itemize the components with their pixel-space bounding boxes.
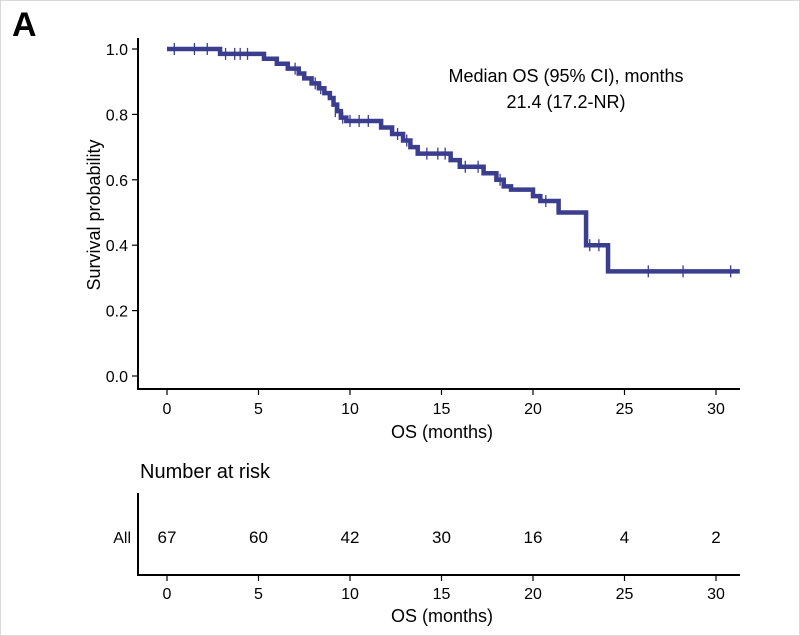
x-tick-label: 20: [524, 401, 542, 418]
risk-x-tick-label: 30: [707, 586, 725, 603]
risk-x-tick-label: 10: [341, 586, 359, 603]
x-axis-label: OS (months): [391, 422, 493, 442]
risk-value: 2: [711, 528, 720, 547]
risk-table-title: Number at risk: [140, 461, 271, 483]
median-os-annotation-value: 21.4 (17.2-NR): [506, 92, 625, 112]
x-tick-label: 10: [341, 401, 359, 418]
risk-value: 60: [249, 528, 268, 547]
risk-row-label: All: [113, 530, 131, 547]
risk-x-axis-ticks: 0 5 10 15 20 25 30: [163, 575, 725, 603]
survival-curve-line-all: [167, 46, 740, 274]
censor-marks: [173, 43, 732, 278]
risk-values: 67 60 42 30 16 4 2: [158, 528, 721, 547]
x-tick-label: 15: [433, 401, 451, 418]
panel-label: A: [12, 6, 37, 44]
x-tick-label: 5: [254, 401, 263, 418]
y-tick-label: 0.4: [106, 238, 128, 255]
y-tick-label: 1.0: [106, 42, 128, 59]
risk-x-tick-label: 15: [433, 586, 451, 603]
y-tick-label: 0.0: [106, 369, 128, 386]
y-axis-ticks: 0.0 0.2 0.4 0.6 0.8 1.0: [106, 42, 138, 386]
y-tick-label: 0.2: [106, 304, 128, 321]
x-axis-ticks: 0 5 10 15 20 25 30: [163, 389, 725, 418]
risk-value: 30: [432, 528, 451, 547]
y-tick-label: 0.6: [106, 173, 128, 190]
x-tick-label: 0: [163, 401, 172, 418]
risk-value: 42: [341, 528, 360, 547]
median-os-annotation-title: Median OS (95% CI), months: [448, 66, 683, 86]
risk-table: Number at risk All 67 60 42 30 16 4 2 0 5 10 15 20…: [113, 461, 740, 626]
x-tick-label: 30: [707, 401, 725, 418]
risk-x-tick-label: 0: [163, 586, 172, 603]
y-axis-label: Survival probability: [84, 139, 104, 290]
risk-x-tick-label: 5: [254, 586, 263, 603]
risk-value: 4: [620, 528, 629, 547]
km-plot: 0.0 0.2 0.4 0.6 0.8 1.0 0 5 10 15 20 25 30 Survival…: [84, 38, 740, 442]
risk-value: 67: [158, 528, 177, 547]
risk-x-axis-label: OS (months): [391, 606, 493, 626]
survival-curve: [167, 46, 740, 274]
x-tick-label: 25: [616, 401, 634, 418]
risk-x-tick-label: 20: [524, 586, 542, 603]
y-tick-label: 0.8: [106, 107, 128, 124]
risk-x-tick-label: 25: [616, 586, 634, 603]
risk-value: 16: [524, 528, 543, 547]
